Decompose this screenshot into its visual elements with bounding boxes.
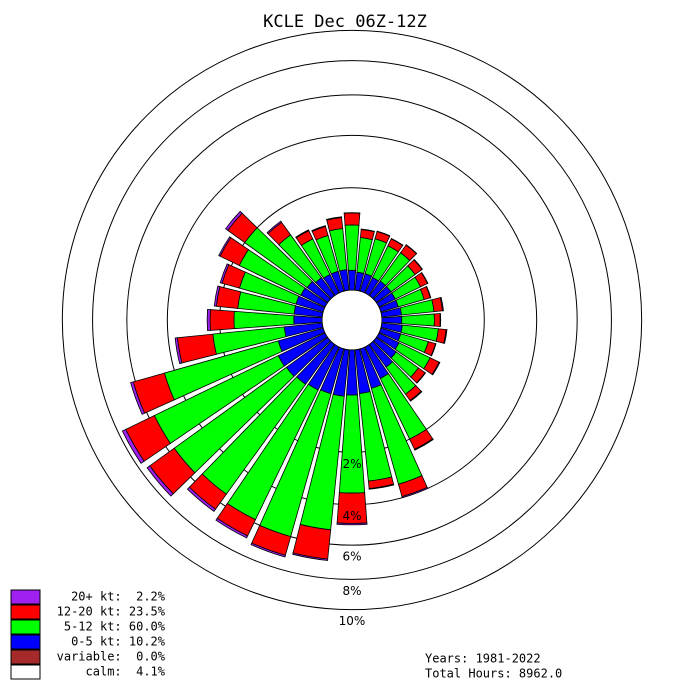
wind-bar-segment — [381, 315, 403, 325]
wind-bar-segment — [439, 296, 444, 312]
wind-bar-segment — [347, 269, 357, 291]
wind-bar-segment — [206, 308, 211, 332]
wind-bar-segment — [121, 428, 145, 464]
wind-bar-segment — [414, 438, 434, 451]
wind-bar-segment — [250, 542, 286, 558]
wind-bar-segment — [343, 212, 361, 214]
legend-swatch — [10, 589, 41, 605]
ring — [126, 94, 578, 546]
ring — [92, 60, 612, 580]
wind-bar-segment — [218, 236, 232, 257]
wind-bar-segment — [266, 220, 283, 235]
wind-bar-segment — [311, 225, 327, 232]
legend-label: 0-5 kt: 10.2% — [71, 635, 166, 649]
wind-bar-segment — [336, 522, 368, 526]
legend-label: calm: 4.1% — [86, 665, 166, 679]
wind-bar-segment — [186, 486, 217, 512]
wind-bar-segment — [219, 263, 230, 284]
wind-bar-segment — [213, 285, 221, 307]
wind-bar-segment — [209, 309, 235, 331]
legend-swatch — [10, 664, 41, 680]
wind-bar-segment — [146, 465, 174, 497]
wind-bar-segment — [292, 552, 329, 561]
chart-title: KCLE Dec 06Z-12Z — [263, 12, 427, 32]
footer-years: Years: 1981-2022 — [425, 652, 541, 666]
wind-bar-segment — [343, 212, 361, 226]
legend-swatch — [10, 619, 41, 635]
wind-bar-segment — [409, 390, 423, 402]
legend-swatch — [10, 634, 41, 650]
legend: 20+ kt: 2.2%12-20 kt: 23.5%5-12 kt: 60.0… — [10, 589, 166, 680]
wind-bar-segment — [174, 337, 183, 365]
wind-bar-segment — [443, 329, 448, 344]
ring-label: 8% — [342, 584, 361, 598]
ring-label: 6% — [342, 550, 361, 564]
ring-label: 10% — [339, 614, 366, 628]
wind-bar-segment — [431, 361, 441, 376]
wind-bar-segment — [433, 313, 441, 327]
wind-bar-segment — [376, 230, 391, 237]
wind-bar-segment — [425, 285, 432, 299]
wind-bar-segment — [439, 313, 442, 327]
wind-bar-segment — [360, 228, 375, 233]
wind-bar-segment — [292, 523, 332, 560]
wind-bar-segment — [215, 517, 249, 539]
bars — [121, 210, 448, 561]
legend-label: variable: 0.0% — [57, 650, 166, 664]
ring-label: 4% — [342, 509, 361, 523]
wind-bar-segment — [130, 381, 146, 415]
calm-circle — [321, 289, 383, 351]
ring — [61, 29, 643, 611]
wind-bar-segment — [413, 258, 423, 271]
footer-hours: Total Hours: 8962.0 — [425, 667, 562, 681]
ring-label: 2% — [342, 457, 361, 471]
legend-swatch — [10, 649, 41, 665]
wind-bar-segment — [295, 229, 310, 239]
wind-bar-segment — [401, 313, 435, 327]
wind-bar-segment — [368, 483, 395, 490]
wind-bar-segment — [390, 237, 404, 247]
wind-bar-segment — [430, 343, 437, 357]
legend-label: 20+ kt: 2.2% — [71, 590, 166, 604]
legend-swatch — [10, 604, 41, 620]
wind-bar-segment — [420, 271, 429, 285]
legend-label: 12-20 kt: 23.5% — [57, 605, 166, 619]
wind-bar-segment — [405, 244, 418, 255]
wind-bar-segment — [401, 486, 429, 499]
legend-label: 5-12 kt: 60.0% — [64, 620, 166, 634]
wind-bar-segment — [326, 216, 343, 221]
ring-labels: 2% 4% 6% 8% 10% — [339, 457, 366, 628]
wind-bar-segment — [416, 372, 427, 384]
wind-bar-segment — [224, 210, 243, 231]
